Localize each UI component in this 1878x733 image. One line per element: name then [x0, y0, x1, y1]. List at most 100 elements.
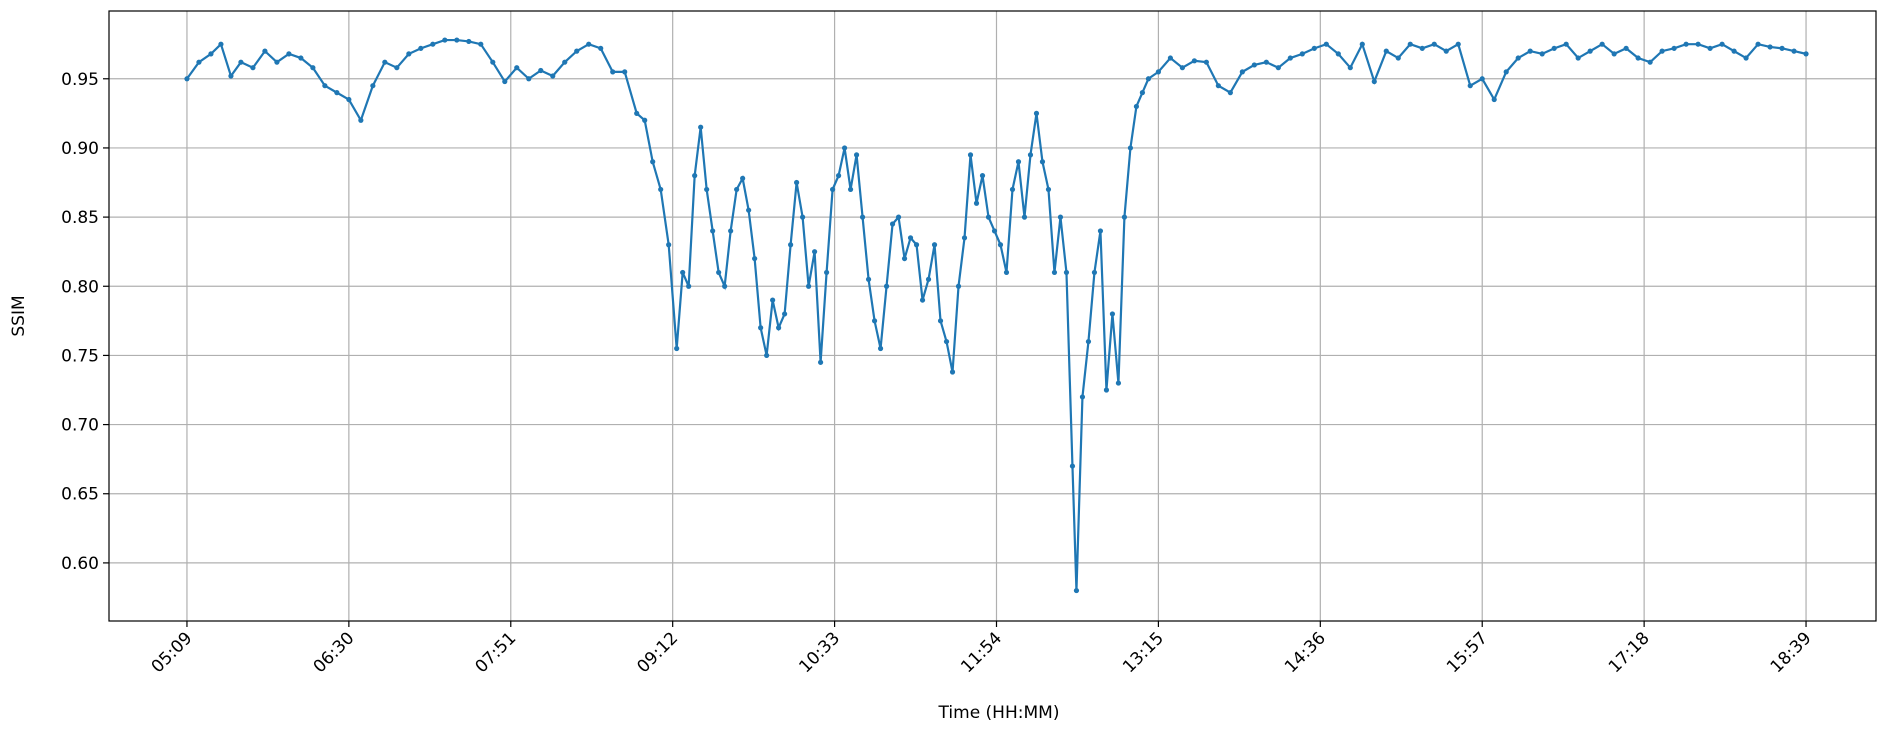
data-point [925, 276, 932, 282]
data-point [1707, 45, 1713, 51]
data-point [1455, 41, 1461, 47]
data-point [1647, 59, 1653, 65]
data-point [1419, 45, 1425, 51]
data-point [1431, 41, 1437, 47]
data-point [788, 242, 794, 248]
data-point [274, 59, 280, 65]
data-point [642, 117, 648, 123]
data-point [674, 345, 680, 352]
data-point [776, 325, 782, 331]
data-point [937, 318, 944, 324]
data-point [650, 159, 656, 165]
data-point [1127, 145, 1134, 151]
data-point [610, 69, 616, 75]
data-point [1503, 69, 1509, 75]
data-point [1033, 110, 1040, 116]
data-point [1091, 269, 1098, 276]
data-point [1109, 311, 1116, 317]
data-point [1743, 55, 1749, 61]
plot-frame [108, 10, 1877, 622]
data-point [346, 96, 352, 103]
data-point [1009, 186, 1016, 193]
data-point [1767, 44, 1773, 50]
data-point [1073, 587, 1080, 594]
data-point [1045, 186, 1052, 193]
data-point [406, 51, 412, 57]
data-point [622, 69, 628, 75]
data-point [758, 325, 764, 331]
x-tick-label: 18:39 [1767, 628, 1816, 677]
data-point [686, 283, 692, 289]
data-point [698, 124, 704, 130]
data-point [1057, 214, 1064, 220]
data-point [812, 249, 818, 255]
data-point [991, 228, 998, 234]
data-point [526, 76, 532, 82]
x-tick-label: 17:18 [1605, 628, 1654, 677]
data-point [1115, 380, 1122, 386]
data-point [1155, 69, 1162, 75]
data-point [1659, 48, 1665, 54]
data-point [1039, 159, 1046, 165]
data-point [502, 78, 508, 85]
data-point [865, 276, 872, 282]
data-point [228, 73, 234, 79]
data-point [442, 37, 448, 43]
data-point [1479, 76, 1485, 82]
data-point [883, 283, 890, 289]
data-point [1731, 48, 1737, 54]
data-point [634, 110, 640, 116]
data-point [1467, 83, 1473, 89]
data-point [1215, 83, 1221, 89]
data-point [806, 283, 812, 289]
data-point [1719, 41, 1725, 47]
data-point [1587, 48, 1593, 54]
data-point [370, 83, 376, 89]
data-point [1635, 55, 1641, 61]
data-point [1527, 48, 1533, 54]
data-point [184, 76, 190, 82]
data-point [1051, 269, 1058, 276]
data-point [1079, 394, 1086, 400]
y-tick-label: 0.75 [61, 346, 99, 366]
data-point [322, 83, 328, 89]
data-point [985, 214, 992, 220]
data-point [538, 67, 544, 74]
data-point [1021, 214, 1028, 220]
data-point [913, 242, 920, 248]
data-point [973, 200, 980, 206]
data-point [1755, 41, 1761, 47]
data-point [1683, 41, 1689, 47]
data-point [835, 173, 842, 179]
data-point [286, 51, 292, 57]
data-point [1803, 51, 1809, 57]
data-point [955, 283, 962, 289]
data-point [1145, 76, 1152, 82]
data-point [770, 297, 776, 303]
data-point [238, 59, 244, 65]
data-point [907, 235, 914, 241]
data-point [466, 38, 472, 45]
data-point [979, 173, 986, 179]
data-point [889, 221, 896, 227]
data-point [1139, 90, 1146, 96]
x-tick-label: 05:09 [148, 628, 197, 677]
data-point [1239, 69, 1245, 75]
data-point [658, 186, 664, 193]
data-point [710, 228, 716, 234]
data-point [1299, 51, 1305, 57]
data-point [1287, 55, 1293, 61]
data-point [1359, 41, 1365, 47]
data-point [1085, 338, 1092, 345]
data-point [394, 65, 400, 71]
data-point [716, 269, 722, 276]
data-point [1383, 48, 1389, 54]
data-point [1191, 58, 1197, 64]
data-point [1563, 41, 1569, 47]
data-point [1275, 65, 1281, 71]
data-point [1695, 41, 1701, 47]
y-tick-label: 0.65 [61, 485, 99, 505]
data-point [574, 48, 580, 54]
data-point [208, 51, 214, 57]
data-point [1097, 228, 1104, 234]
